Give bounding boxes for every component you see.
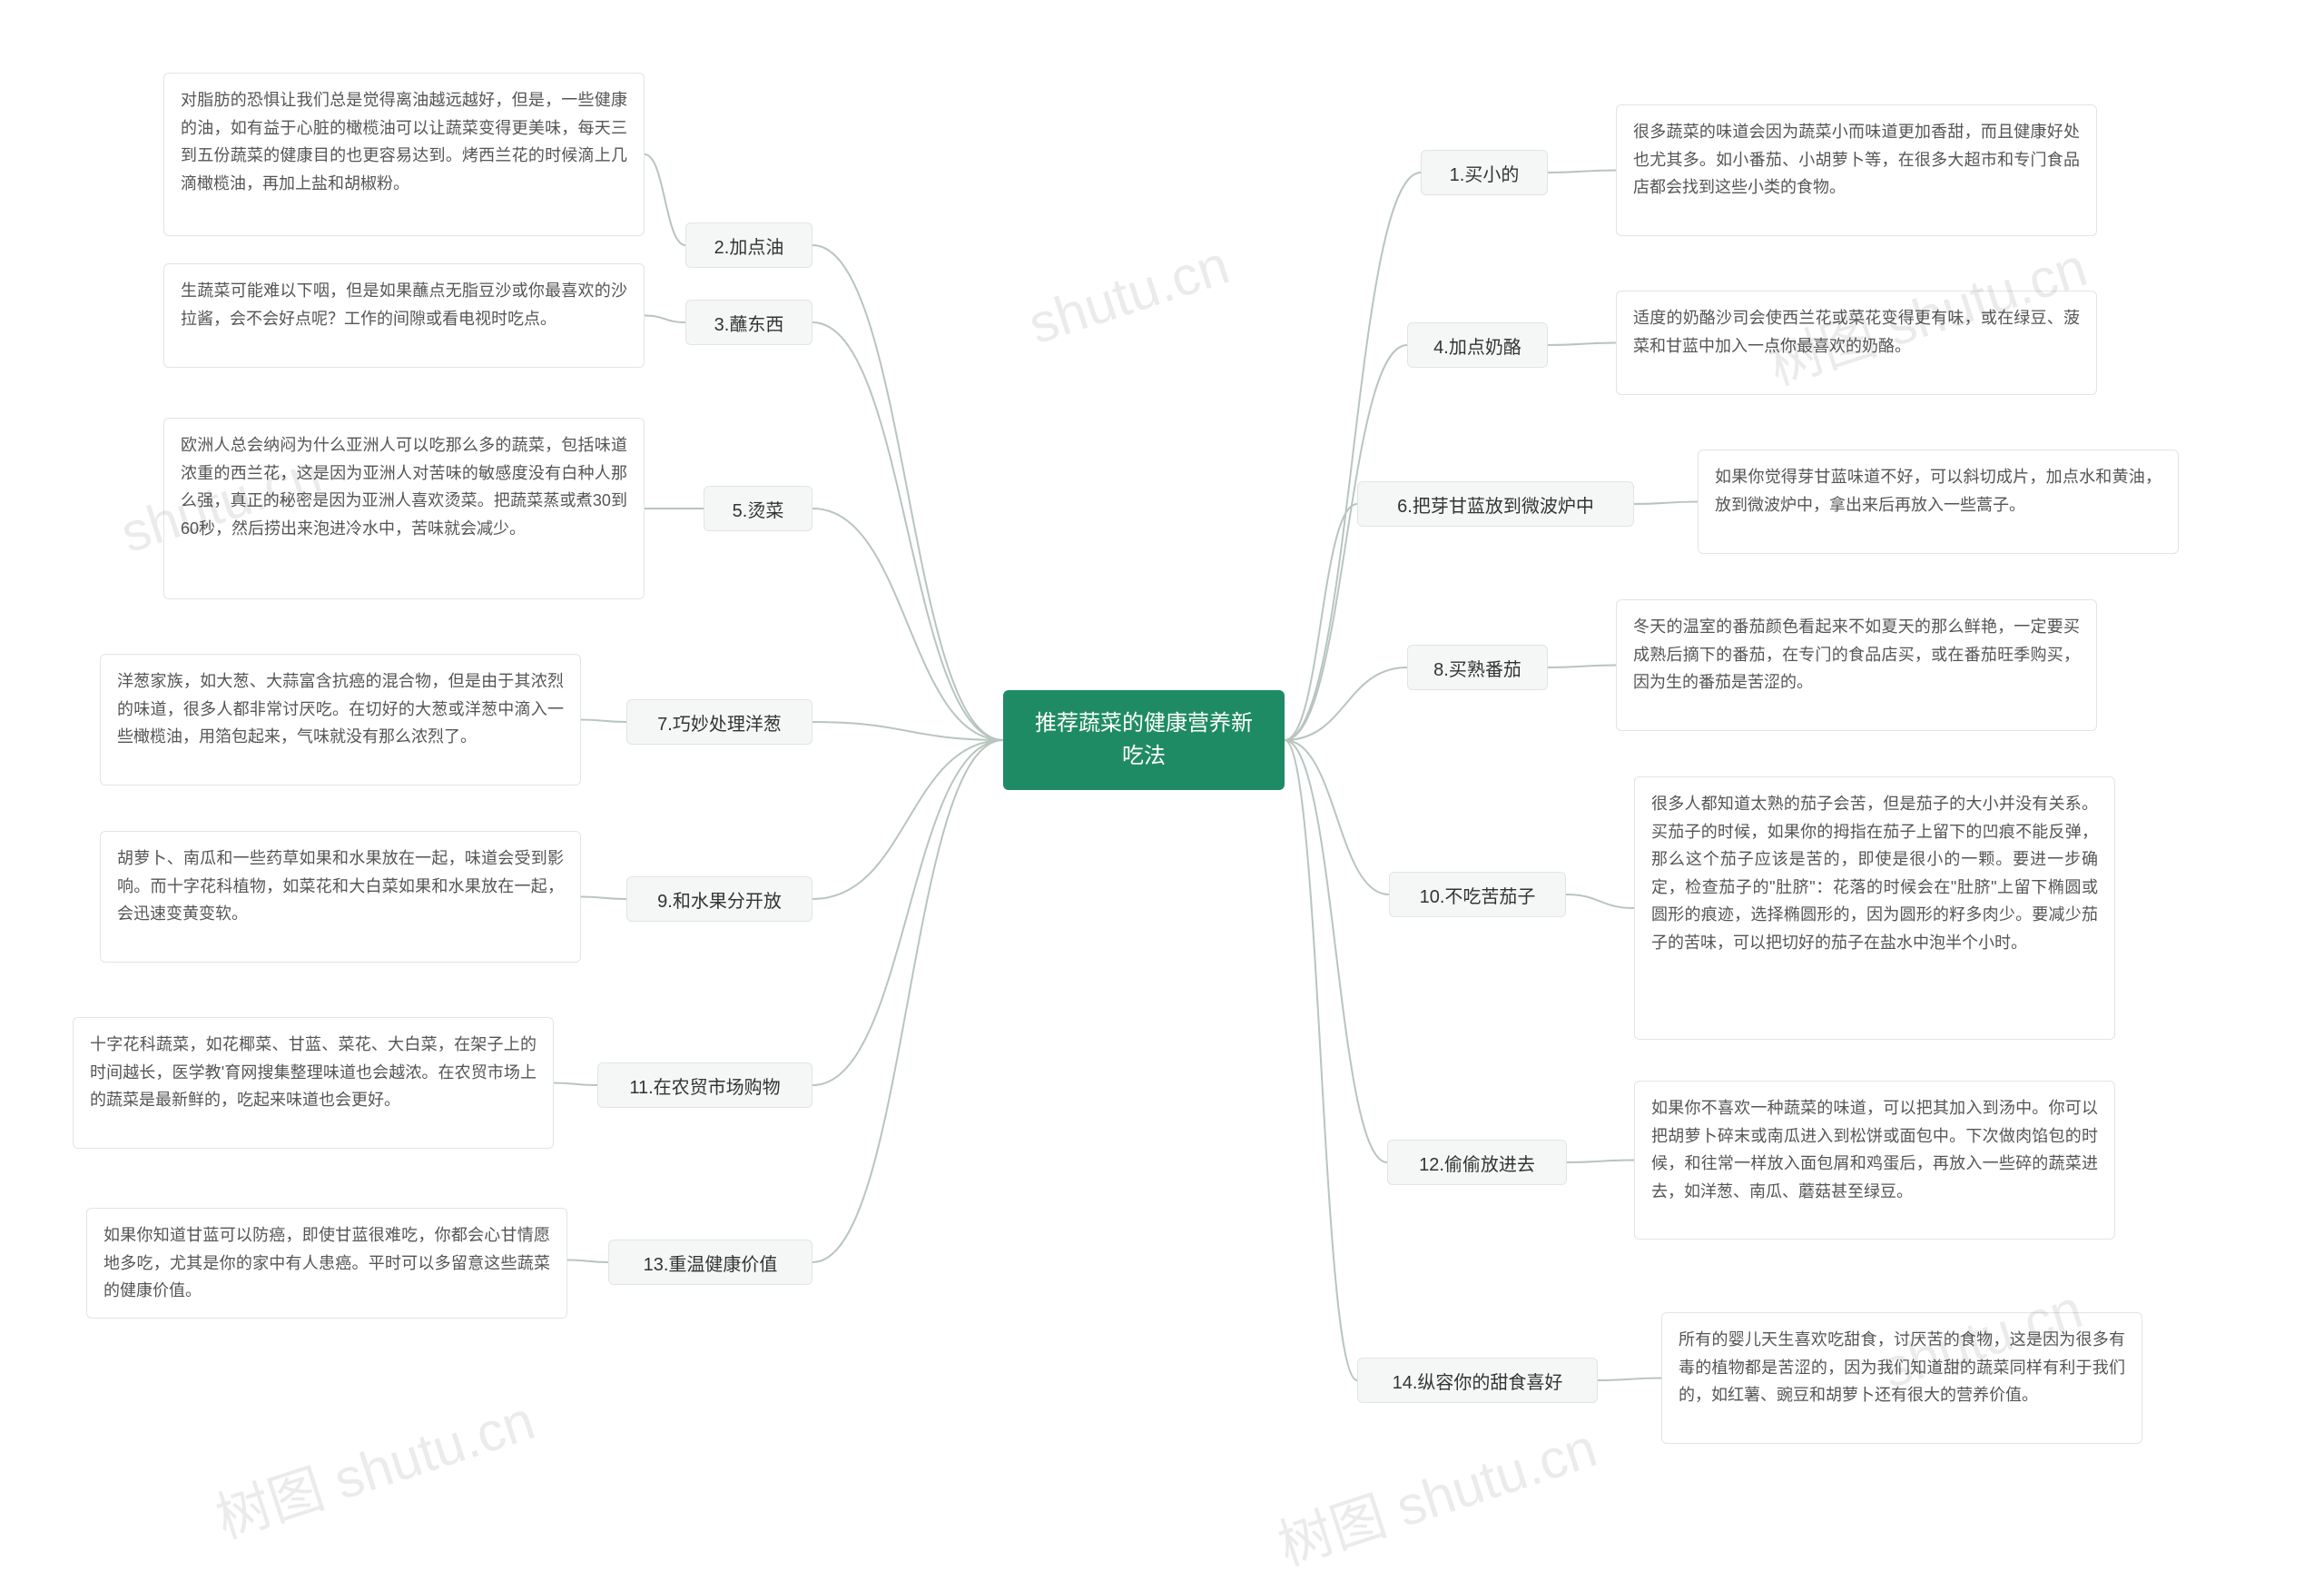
mid-node-left: 7.巧妙处理洋葱 — [626, 699, 812, 745]
mid-label: 6.把芽甘蓝放到微波炉中 — [1397, 491, 1594, 518]
leaf-text: 如果你知道甘蓝可以防癌，即使甘蓝很难吃，你都会心甘情愿地多吃，尤其是你的家中有人… — [103, 1226, 550, 1299]
leaf-node-left: 欧洲人总会纳闷为什么亚洲人可以吃那么多的蔬菜，包括味道浓重的西兰花，这是因为亚洲… — [163, 418, 645, 599]
center-label: 推荐蔬菜的健康营养新吃法 — [1029, 707, 1259, 773]
mid-node-left: 9.和水果分开放 — [626, 876, 812, 922]
mid-label: 4.加点奶酪 — [1433, 332, 1521, 359]
watermark-text: shutu.cn — [1021, 233, 1236, 357]
watermark-text: 树图 shutu.cn — [204, 1377, 543, 1554]
leaf-text: 生蔬菜可能难以下咽，但是如果蘸点无脂豆沙或你最喜欢的沙拉酱，会不会好点呢？工作的… — [181, 282, 627, 328]
mid-label: 9.和水果分开放 — [657, 886, 782, 913]
leaf-text: 如果你不喜欢一种蔬菜的味道，可以把其加入到汤中。你可以把胡萝卜碎末或南瓜进入到松… — [1651, 1099, 2098, 1201]
leaf-text: 洋葱家族，如大葱、大蒜富含抗癌的混合物，但是由于其浓烈的味道，很多人都非常讨厌吃… — [117, 672, 564, 746]
leaf-text: 如果你觉得芽甘蓝味道不好，可以斜切成片，加点水和黄油，放到微波炉中，拿出来后再放… — [1715, 468, 2162, 514]
leaf-text: 欧洲人总会纳闷为什么亚洲人可以吃那么多的蔬菜，包括味道浓重的西兰花，这是因为亚洲… — [181, 436, 627, 538]
mid-node-right: 8.买熟番茄 — [1407, 645, 1548, 690]
leaf-node-left: 十字花科蔬菜，如花椰菜、甘蓝、菜花、大白菜，在架子上的时间越长，医学教'育网搜集… — [73, 1017, 554, 1149]
mid-node-right: 14.纵容你的甜食喜好 — [1357, 1358, 1598, 1403]
mid-node-left: 3.蘸东西 — [685, 300, 812, 345]
leaf-text: 适度的奶酪沙司会使西兰花或菜花变得更有味，或在绿豆、菠菜和甘蓝中加入一点你最喜欢… — [1633, 309, 2080, 355]
mid-label: 13.重温健康价值 — [644, 1250, 778, 1276]
leaf-text: 十字花科蔬菜，如花椰菜、甘蓝、菜花、大白菜，在架子上的时间越长，医学教'育网搜集… — [90, 1035, 537, 1109]
mid-node-left: 13.重温健康价值 — [608, 1240, 812, 1285]
leaf-node-right: 很多人都知道太熟的茄子会苦，但是茄子的大小并没有关系。买茄子的时候，如果你的拇指… — [1634, 776, 2115, 1040]
mid-node-right: 1.买小的 — [1421, 150, 1548, 195]
center-node: 推荐蔬菜的健康营养新吃法 — [1003, 690, 1285, 790]
mid-node-right: 10.不吃苦茄子 — [1389, 872, 1566, 917]
mid-label: 5.烫菜 — [733, 496, 784, 522]
mid-node-right: 6.把芽甘蓝放到微波炉中 — [1357, 481, 1634, 527]
leaf-text: 胡萝卜、南瓜和一些药草如果和水果放在一起，味道会受到影响。而十字花科植物，如菜花… — [117, 849, 564, 923]
mid-label: 11.在农贸市场购物 — [629, 1072, 780, 1099]
mid-node-left: 2.加点油 — [685, 222, 812, 268]
mid-label: 2.加点油 — [714, 232, 784, 259]
mid-label: 10.不吃苦茄子 — [1420, 882, 1536, 908]
watermark-text: 树图 shutu.cn — [1266, 1404, 1605, 1581]
mid-node-right: 12.偷偷放进去 — [1387, 1140, 1567, 1185]
leaf-text: 冬天的温室的番茄颜色看起来不如夏天的那么鲜艳，一定要买成熟后摘下的番茄，在专门的… — [1633, 618, 2080, 691]
mid-node-left: 5.烫菜 — [704, 486, 812, 531]
leaf-node-left: 洋葱家族，如大葱、大蒜富含抗癌的混合物，但是由于其浓烈的味道，很多人都非常讨厌吃… — [100, 654, 581, 786]
leaf-node-right: 所有的婴儿天生喜欢吃甜食，讨厌苦的食物，这是因为很多有毒的植物都是苦涩的，因为我… — [1661, 1312, 2142, 1444]
leaf-node-right: 很多蔬菜的味道会因为蔬菜小而味道更加香甜，而且健康好处也尤其多。如小番茄、小胡萝… — [1616, 104, 2097, 236]
leaf-node-left: 如果你知道甘蓝可以防癌，即使甘蓝很难吃，你都会心甘情愿地多吃，尤其是你的家中有人… — [86, 1208, 567, 1319]
mid-label: 1.买小的 — [1450, 160, 1520, 186]
leaf-node-right: 适度的奶酪沙司会使西兰花或菜花变得更有味，或在绿豆、菠菜和甘蓝中加入一点你最喜欢… — [1616, 291, 2097, 395]
leaf-node-left: 对脂肪的恐惧让我们总是觉得离油越远越好，但是，一些健康的油，如有益于心脏的橄榄油… — [163, 73, 645, 236]
leaf-node-left: 生蔬菜可能难以下咽，但是如果蘸点无脂豆沙或你最喜欢的沙拉酱，会不会好点呢？工作的… — [163, 263, 645, 368]
leaf-text: 所有的婴儿天生喜欢吃甜食，讨厌苦的食物，这是因为很多有毒的植物都是苦涩的，因为我… — [1679, 1330, 2125, 1404]
mid-label: 14.纵容你的甜食喜好 — [1393, 1368, 1563, 1394]
leaf-node-right: 冬天的温室的番茄颜色看起来不如夏天的那么鲜艳，一定要买成熟后摘下的番茄，在专门的… — [1616, 599, 2097, 731]
mid-label: 3.蘸东西 — [714, 310, 784, 336]
leaf-node-right: 如果你不喜欢一种蔬菜的味道，可以把其加入到汤中。你可以把胡萝卜碎末或南瓜进入到松… — [1634, 1081, 2115, 1240]
leaf-node-left: 胡萝卜、南瓜和一些药草如果和水果放在一起，味道会受到影响。而十字花科植物，如菜花… — [100, 831, 581, 963]
leaf-node-right: 如果你觉得芽甘蓝味道不好，可以斜切成片，加点水和黄油，放到微波炉中，拿出来后再放… — [1698, 450, 2179, 554]
leaf-text: 很多蔬菜的味道会因为蔬菜小而味道更加香甜，而且健康好处也尤其多。如小番茄、小胡萝… — [1633, 123, 2080, 196]
mid-label: 12.偷偷放进去 — [1419, 1150, 1535, 1176]
mid-node-right: 4.加点奶酪 — [1407, 322, 1548, 368]
leaf-text: 对脂肪的恐惧让我们总是觉得离油越远越好，但是，一些健康的油，如有益于心脏的橄榄油… — [181, 91, 627, 193]
mid-node-left: 11.在农贸市场购物 — [597, 1062, 812, 1108]
leaf-text: 很多人都知道太熟的茄子会苦，但是茄子的大小并没有关系。买茄子的时候，如果你的拇指… — [1651, 795, 2098, 952]
mid-label: 7.巧妙处理洋葱 — [657, 709, 782, 736]
mid-label: 8.买熟番茄 — [1433, 655, 1521, 681]
